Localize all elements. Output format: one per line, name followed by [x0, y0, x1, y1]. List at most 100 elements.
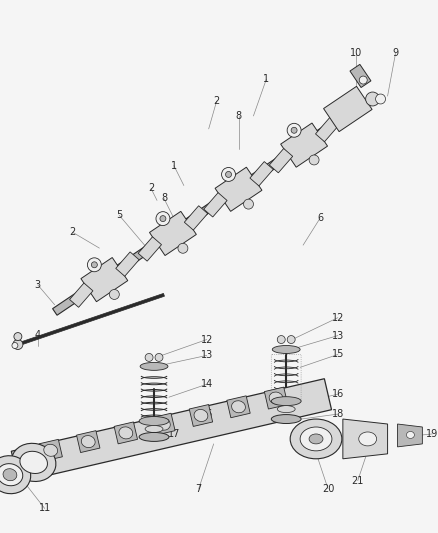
Circle shape — [178, 244, 188, 253]
Ellipse shape — [139, 432, 169, 441]
Ellipse shape — [0, 456, 31, 494]
Text: 1: 1 — [171, 160, 177, 171]
Ellipse shape — [406, 432, 414, 439]
Circle shape — [13, 340, 23, 350]
Text: 19: 19 — [426, 429, 438, 439]
Polygon shape — [11, 379, 332, 482]
Ellipse shape — [272, 345, 300, 353]
Circle shape — [222, 167, 236, 181]
Ellipse shape — [3, 469, 17, 481]
Polygon shape — [39, 439, 62, 461]
Ellipse shape — [119, 427, 133, 439]
Ellipse shape — [290, 419, 342, 459]
Text: 15: 15 — [332, 350, 344, 359]
Text: 16: 16 — [201, 409, 213, 419]
Circle shape — [287, 336, 295, 344]
Text: 14: 14 — [201, 379, 213, 389]
Ellipse shape — [232, 401, 245, 413]
Circle shape — [92, 262, 97, 268]
Ellipse shape — [81, 435, 95, 448]
Text: 8: 8 — [236, 111, 242, 121]
Ellipse shape — [140, 362, 168, 370]
Circle shape — [156, 212, 170, 225]
Ellipse shape — [139, 417, 169, 425]
Ellipse shape — [277, 406, 295, 413]
Circle shape — [145, 353, 153, 361]
Polygon shape — [18, 293, 164, 346]
Ellipse shape — [156, 418, 170, 430]
Ellipse shape — [309, 434, 323, 444]
Circle shape — [375, 94, 385, 104]
Circle shape — [14, 333, 22, 341]
Text: 10: 10 — [350, 49, 362, 58]
Circle shape — [366, 92, 380, 106]
Polygon shape — [250, 161, 273, 186]
Circle shape — [226, 172, 232, 177]
Polygon shape — [398, 424, 422, 447]
Text: 8: 8 — [161, 193, 167, 204]
Text: 9: 9 — [392, 49, 399, 58]
Text: 6: 6 — [317, 213, 323, 223]
Polygon shape — [215, 167, 262, 212]
Polygon shape — [227, 396, 250, 418]
Polygon shape — [116, 252, 139, 276]
Text: 5: 5 — [116, 211, 122, 220]
Polygon shape — [70, 283, 93, 308]
Ellipse shape — [194, 409, 208, 422]
Circle shape — [277, 336, 285, 344]
Ellipse shape — [271, 397, 301, 406]
Circle shape — [291, 127, 297, 133]
Circle shape — [110, 289, 119, 300]
Polygon shape — [315, 117, 339, 142]
Text: 12: 12 — [201, 335, 213, 344]
Polygon shape — [204, 192, 227, 217]
Ellipse shape — [269, 392, 283, 404]
Text: 3: 3 — [35, 280, 41, 290]
Text: 17: 17 — [168, 429, 180, 439]
Ellipse shape — [359, 432, 377, 446]
Ellipse shape — [44, 445, 57, 456]
Polygon shape — [149, 212, 196, 255]
Text: 13: 13 — [201, 350, 213, 360]
Polygon shape — [184, 206, 208, 230]
Ellipse shape — [300, 427, 332, 451]
Text: 16: 16 — [332, 389, 344, 399]
Text: 4: 4 — [35, 329, 41, 340]
Ellipse shape — [271, 415, 301, 424]
Polygon shape — [114, 422, 138, 444]
Polygon shape — [189, 405, 212, 426]
Circle shape — [88, 258, 101, 272]
Circle shape — [309, 155, 319, 165]
Circle shape — [244, 199, 254, 209]
Text: 2: 2 — [69, 227, 76, 237]
Circle shape — [155, 353, 163, 361]
Text: 11: 11 — [39, 504, 51, 513]
Polygon shape — [281, 123, 328, 167]
Polygon shape — [350, 64, 371, 87]
Ellipse shape — [145, 425, 163, 432]
Text: 18: 18 — [332, 409, 344, 419]
Polygon shape — [343, 419, 388, 459]
Ellipse shape — [11, 443, 56, 481]
Text: 1: 1 — [263, 74, 269, 84]
Text: 13: 13 — [332, 330, 344, 341]
Circle shape — [359, 76, 367, 84]
Text: 21: 21 — [352, 475, 364, 486]
Circle shape — [160, 216, 166, 222]
Text: 2: 2 — [213, 96, 220, 106]
Polygon shape — [265, 387, 288, 409]
Ellipse shape — [0, 464, 23, 486]
Text: 7: 7 — [196, 483, 202, 494]
Polygon shape — [324, 86, 372, 132]
Polygon shape — [53, 108, 356, 315]
Circle shape — [287, 123, 301, 137]
Text: 12: 12 — [332, 313, 344, 322]
Polygon shape — [269, 149, 293, 173]
Polygon shape — [152, 413, 175, 435]
Circle shape — [12, 343, 18, 349]
Polygon shape — [81, 257, 128, 302]
Text: 20: 20 — [322, 483, 334, 494]
Ellipse shape — [20, 451, 47, 473]
Polygon shape — [77, 431, 100, 453]
Text: 2: 2 — [148, 183, 154, 193]
